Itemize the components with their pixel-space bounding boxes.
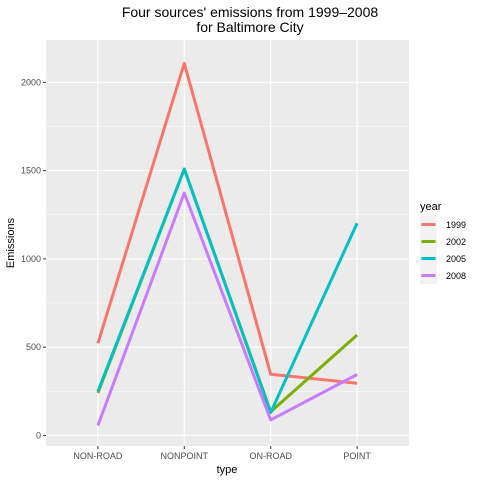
chart-title-line-1: Four sources' emissions from 1999–2008 (122, 4, 379, 20)
x-axis-title: type (217, 464, 238, 476)
legend-label-2008: 2008 (446, 271, 466, 281)
legend-label-2002: 2002 (446, 237, 466, 247)
y-axis-ticks: 0 500 1000 1500 2000 (21, 77, 46, 440)
legend-label-1999: 1999 (446, 220, 466, 230)
y-tick-label: 1000 (21, 254, 41, 264)
legend-label-2005: 2005 (446, 254, 466, 264)
y-tick-label: 2000 (21, 77, 41, 87)
x-axis-ticks: NON-ROAD NONPOINT ON-ROAD POINT (73, 446, 371, 461)
y-tick-label: 0 (36, 430, 41, 440)
x-tick-label: NONPOINT (161, 451, 209, 461)
series-line-2005 (96, 167, 359, 414)
series-line-1999 (96, 61, 358, 385)
legend-title: year (420, 201, 442, 213)
x-tick-label: NON-ROAD (73, 451, 122, 461)
y-tick-label: 1500 (21, 166, 41, 176)
series-lines (96, 61, 359, 427)
chart-title-line-2: for Baltimore City (196, 19, 303, 35)
legend: year 1999 2002 2005 2008 (420, 201, 466, 284)
x-tick-label: POINT (343, 451, 371, 461)
y-tick-label: 500 (26, 342, 41, 352)
grid-lines (46, 40, 409, 446)
series-line-2008 (96, 191, 358, 427)
x-tick-label: ON-ROAD (249, 451, 292, 461)
y-axis-title: Emissions (5, 217, 17, 268)
